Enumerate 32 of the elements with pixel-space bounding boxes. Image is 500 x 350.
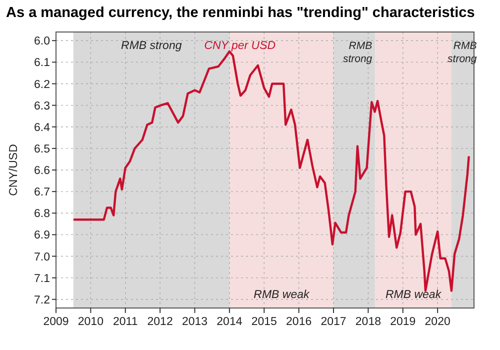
x-tick-label: 2013 <box>182 316 208 328</box>
y-tick-label: 6.1 <box>34 57 50 70</box>
y-tick-label: 6.5 <box>34 143 50 156</box>
x-tick-label: 2011 <box>113 316 138 328</box>
y-tick-label: 7.1 <box>34 272 50 285</box>
y-tick-label: 6.2 <box>34 78 50 91</box>
x-tick-label: 2009 <box>43 316 69 328</box>
x-tick-label: 2020 <box>424 316 450 328</box>
x-tick-label: 2012 <box>147 316 173 328</box>
y-tick-label: 6.8 <box>34 208 50 220</box>
y-axis-title: CNY/USD <box>8 144 20 196</box>
band-label: RMB strong <box>121 40 182 52</box>
y-tick-label: 6.0 <box>34 36 50 48</box>
x-tick-label: 2017 <box>320 316 346 328</box>
y-tick-label: 6.4 <box>34 122 51 134</box>
y-tick-label: 6.3 <box>34 100 50 112</box>
band-label: RMB weak <box>254 289 311 301</box>
x-tick-label: 2019 <box>390 316 416 328</box>
x-tick-label: 2014 <box>216 316 243 328</box>
x-tick-label: 2010 <box>78 316 104 328</box>
x-tick-label: 2015 <box>251 316 277 328</box>
x-tick-label: 2016 <box>286 316 312 328</box>
band-label: RMB weak <box>385 289 442 301</box>
x-tick-label: 2018 <box>355 316 381 328</box>
y-tick-label: 6.6 <box>34 165 50 178</box>
y-tick-label: 7.2 <box>34 294 50 306</box>
y-tick-label: 6.9 <box>34 230 50 242</box>
y-tick-label: 7.0 <box>34 251 50 264</box>
chart-title: As a managed currency, the renminbi has "trending" characteristics <box>6 5 475 21</box>
series-label: CNY per USD <box>204 40 276 52</box>
band-label: RMB strong <box>342 40 372 65</box>
y-tick-label: 6.7 <box>34 186 50 199</box>
